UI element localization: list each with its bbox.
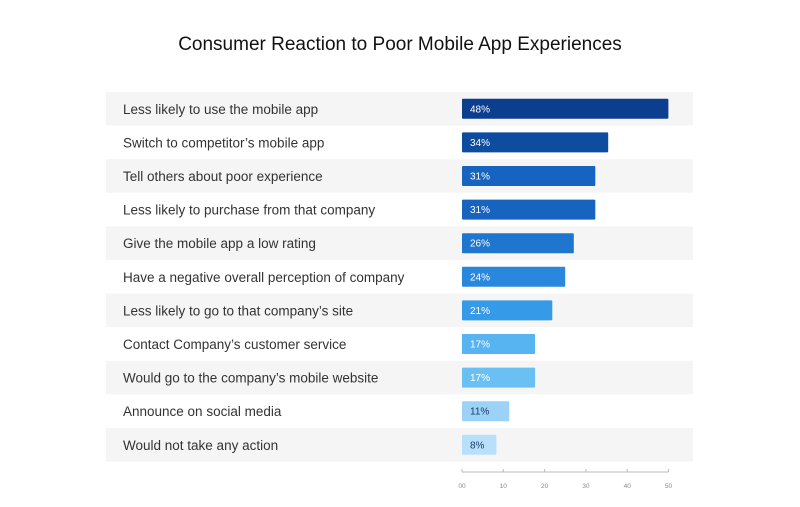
- category-label: Less likely to use the mobile app: [123, 102, 318, 117]
- chart-title: Consumer Reaction to Poor Mobile App Exp…: [178, 34, 622, 55]
- bar: [462, 199, 596, 220]
- bar-value-label: 8%: [470, 440, 485, 451]
- category-label: Would not take any action: [123, 438, 278, 453]
- row-band: [106, 260, 693, 294]
- row-band: [106, 293, 693, 328]
- bar: [462, 132, 609, 153]
- x-tick-label: 00: [458, 483, 466, 490]
- category-label: Less likely to go to that company’s site: [123, 303, 353, 318]
- bar-value-label: 34%: [470, 138, 490, 149]
- bar-value-label: 21%: [470, 306, 490, 317]
- bar-value-label: 31%: [470, 172, 490, 183]
- bar: [462, 233, 574, 254]
- bar-value-label: 11%: [470, 407, 489, 418]
- bar-value-label: 17%: [470, 340, 490, 351]
- row-band: [106, 360, 693, 395]
- category-label: Contact Company’s customer service: [123, 337, 346, 352]
- bar-value-label: 31%: [470, 205, 490, 216]
- bar-value-label: 17%: [470, 373, 490, 384]
- x-tick-label: 30: [582, 483, 590, 490]
- bar-value-label: 24%: [470, 272, 490, 283]
- x-tick-label: 20: [541, 483, 549, 490]
- bar: [462, 334, 536, 354]
- bar-value-label: 26%: [470, 239, 490, 250]
- category-label: Tell others about poor experience: [123, 169, 323, 184]
- x-tick-label: 10: [500, 483, 508, 490]
- bar: [462, 266, 566, 287]
- x-axis: 00 10 20 30 40 50: [458, 469, 672, 490]
- row-band: [106, 226, 693, 260]
- x-tick-label: 40: [624, 483, 632, 490]
- bar: [462, 401, 510, 422]
- row-band: [106, 327, 693, 361]
- category-label: Would go to the company’s mobile website: [123, 371, 378, 386]
- bar-value-label: 48%: [470, 104, 490, 115]
- category-label: Give the mobile app a low rating: [123, 236, 316, 251]
- bars: 48% 34% 31% 31% 26% 24% 21% 17% 17% 11% 8%: [462, 98, 669, 455]
- bar: [462, 98, 669, 119]
- bar: [462, 367, 536, 388]
- category-label: Announce on social media: [123, 404, 282, 419]
- row-band: [106, 428, 693, 462]
- category-label: Switch to competitor’s mobile app: [123, 135, 324, 150]
- bar: [462, 300, 553, 321]
- category-label: Have a negative overall perception of co…: [123, 270, 405, 285]
- bar: [462, 434, 497, 455]
- category-label: Less likely to purchase from that compan…: [123, 203, 375, 218]
- row-band: [106, 394, 693, 428]
- x-tick-label: 50: [665, 483, 673, 490]
- bar: [462, 166, 596, 186]
